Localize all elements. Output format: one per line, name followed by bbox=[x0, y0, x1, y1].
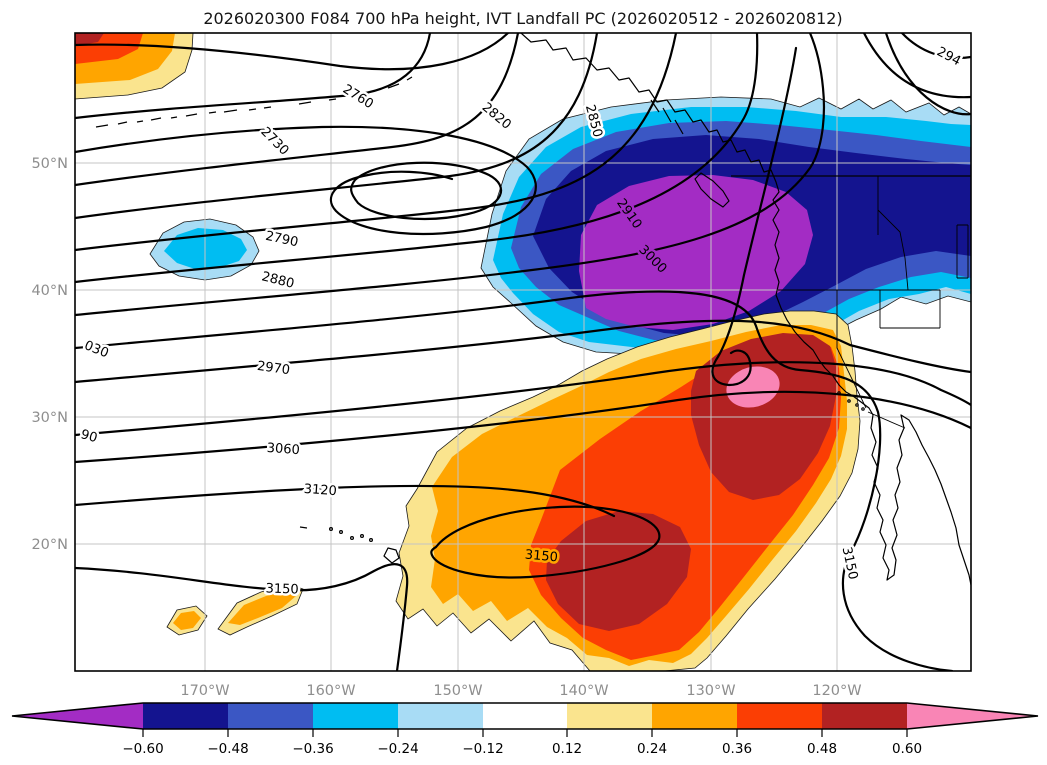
colorbar-tick-label: 0.48 bbox=[807, 741, 837, 757]
contour-label: 3060 bbox=[266, 441, 300, 458]
colorbar-segment bbox=[143, 703, 228, 729]
colorbar-tick-label: −0.36 bbox=[292, 741, 333, 757]
colorbar-extend-left bbox=[12, 703, 143, 729]
colorbar-segment bbox=[567, 703, 652, 729]
lat-tick-label: 50°N bbox=[31, 156, 68, 172]
lat-axis: 50°N 40°N 30°N 20°N bbox=[31, 156, 68, 553]
colorbar-segment bbox=[652, 703, 737, 729]
aleutian-islands bbox=[95, 76, 413, 128]
colorbar-segment bbox=[483, 703, 567, 729]
lon-tick-label: 170°W bbox=[180, 683, 229, 699]
colorbar-ticks bbox=[142, 729, 908, 737]
lon-tick-label: 150°W bbox=[433, 683, 482, 699]
colorbar-segment bbox=[737, 703, 822, 729]
contour-label: 3150 bbox=[839, 546, 861, 581]
colorbar-segment bbox=[313, 703, 398, 729]
colorbar-tick-label: 0.36 bbox=[722, 741, 752, 757]
lat-tick-label: 20°N bbox=[31, 537, 68, 553]
contour-label: 90 bbox=[79, 427, 99, 446]
colorbar-tick-label: 0.12 bbox=[552, 741, 582, 757]
positive-max-core bbox=[726, 366, 780, 408]
contour-label: 2820 bbox=[479, 100, 514, 133]
lon-axis: 170°W 160°W 150°W 140°W 130°W 120°W bbox=[180, 683, 861, 699]
vancouver-island bbox=[694, 172, 730, 208]
map-frame bbox=[74, 32, 972, 672]
lat-tick-label: 40°N bbox=[31, 283, 68, 299]
colorbar-tick-label: −0.48 bbox=[207, 741, 248, 757]
colorbar-tick-label: −0.12 bbox=[462, 741, 503, 757]
negative-shading-region bbox=[149, 96, 971, 359]
state-borders bbox=[731, 175, 971, 429]
contour-label: 294 bbox=[934, 44, 963, 69]
contour-label: 2790 bbox=[264, 229, 299, 251]
contour-label: 3150 bbox=[265, 581, 299, 597]
lon-tick-label: 120°W bbox=[812, 683, 861, 699]
colorbar-segment bbox=[822, 703, 907, 729]
hawaii-islands bbox=[299, 526, 400, 564]
colorbar-tick-label: −0.60 bbox=[122, 741, 163, 757]
colorbar-extend-right bbox=[907, 703, 1038, 729]
lon-tick-label: 130°W bbox=[686, 683, 735, 699]
positive-shading-region bbox=[75, 33, 861, 671]
contour-label: 030 bbox=[82, 338, 111, 361]
figure-title: 2026020300 F084 700 hPa height, IVT Land… bbox=[203, 9, 842, 28]
contour-label: 2970 bbox=[256, 359, 291, 378]
contour-label: 3120 bbox=[303, 482, 337, 499]
colorbar-segment bbox=[398, 703, 483, 729]
coastlines-group bbox=[95, 33, 971, 586]
colorbar-tick-labels: −0.60 −0.48 −0.36 −0.24 −0.12 0.12 0.24 … bbox=[122, 741, 922, 757]
height-contours bbox=[75, 33, 971, 671]
lon-tick-label: 160°W bbox=[306, 683, 355, 699]
contour-label: 3150 bbox=[524, 548, 558, 566]
colorbar-tick-label: 0.24 bbox=[637, 741, 667, 757]
contour-label: 2730 bbox=[257, 125, 291, 159]
colorbar: −0.60 −0.48 −0.36 −0.24 −0.12 0.12 0.24 … bbox=[11, 702, 1039, 757]
contour-label: 2760 bbox=[340, 82, 376, 112]
contour-label: 2880 bbox=[260, 269, 296, 292]
colorbar-segment bbox=[228, 703, 313, 729]
colorbar-tick-label: −0.24 bbox=[377, 741, 418, 757]
colorbar-tick-label: 0.60 bbox=[892, 741, 922, 757]
lon-tick-label: 140°W bbox=[559, 683, 608, 699]
lat-tick-label: 30°N bbox=[31, 410, 68, 426]
